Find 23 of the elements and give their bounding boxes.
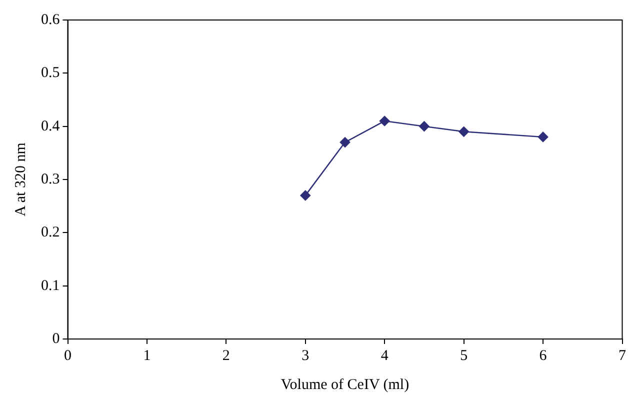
y-tick-label: 0.5: [41, 65, 60, 82]
y-axis-title: A at 320 nm: [12, 142, 29, 216]
x-tick-label: 3: [302, 348, 310, 364]
y-tick-label: 0.2: [41, 224, 60, 241]
x-tick-label: 6: [539, 348, 548, 364]
x-tick-label: 0: [64, 348, 72, 364]
y-tick-label: 0.3: [41, 171, 60, 188]
y-tick-label: 0.4: [41, 118, 60, 134]
y-tick-label: 0.6: [41, 12, 60, 28]
point: [538, 132, 548, 142]
x-tick-label: 2: [222, 348, 230, 364]
point: [340, 137, 350, 148]
y-tick-label: 0.1: [41, 278, 60, 294]
x-tick-label: 5: [460, 348, 468, 364]
y-tick-label: 0: [52, 330, 60, 347]
x-tick-label: 7: [618, 348, 626, 364]
point: [419, 121, 430, 132]
x-tick-label: 4: [380, 348, 389, 364]
x-axis-title: Volume of CeIV (ml): [280, 376, 410, 393]
point: [379, 116, 390, 126]
x-tick-label: 1: [143, 348, 151, 364]
point: [300, 190, 311, 201]
point: [458, 126, 469, 137]
